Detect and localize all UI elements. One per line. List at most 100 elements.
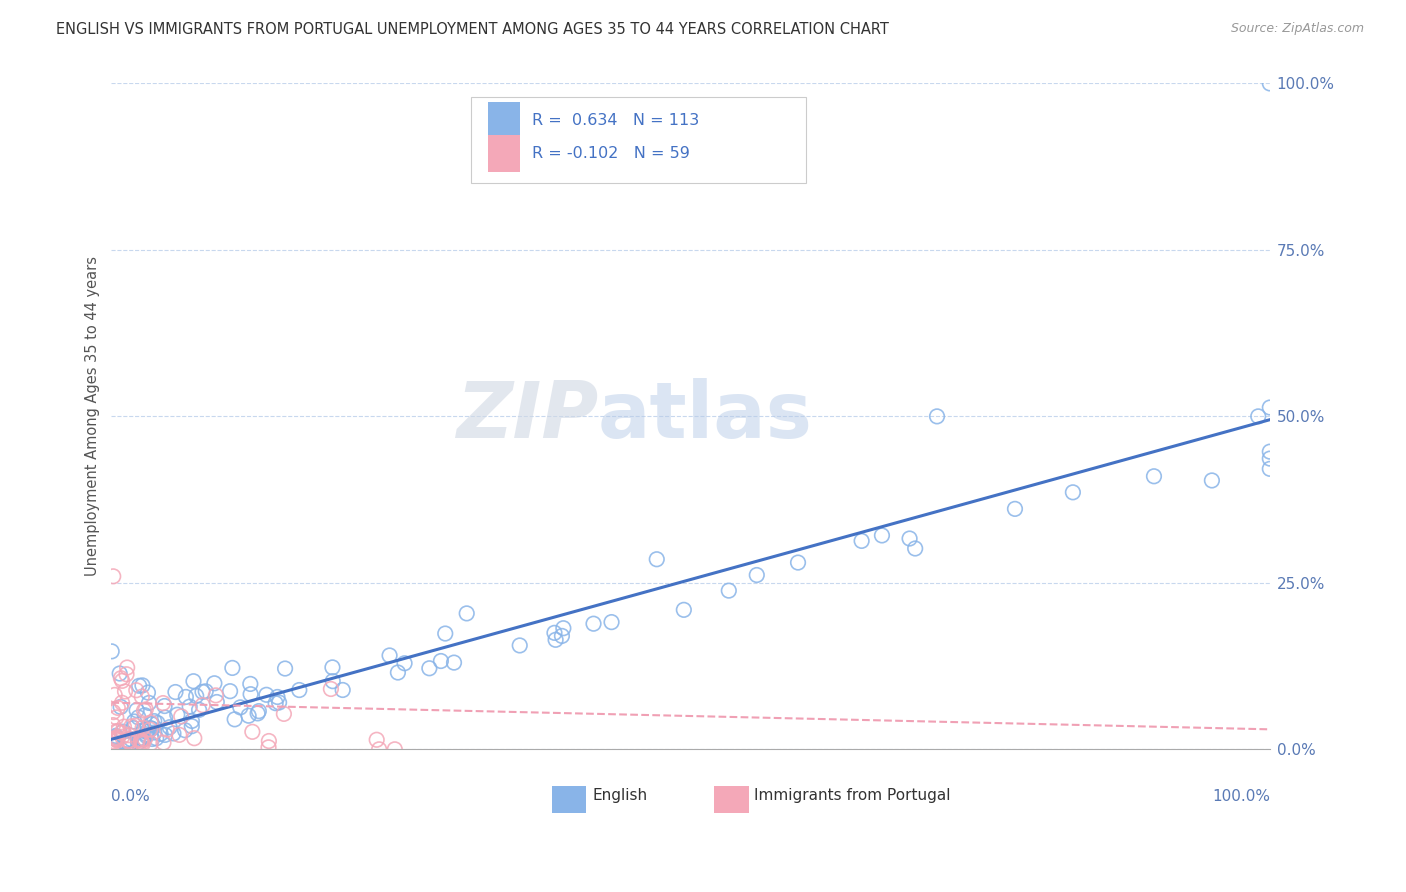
Point [787, 556, 810, 570]
Text: atlas: atlas [598, 378, 813, 454]
Point [104, 731, 127, 746]
Point [257, 740, 280, 755]
Text: 0.0%: 0.0% [111, 789, 150, 805]
Point [1258, 77, 1281, 91]
Point [103, 734, 125, 748]
Point [264, 696, 287, 710]
Point [246, 706, 269, 721]
Point [125, 719, 148, 733]
Point [221, 661, 243, 675]
Point [135, 727, 157, 741]
Point [257, 734, 280, 748]
Point [111, 724, 134, 739]
Point [132, 737, 155, 751]
Point [114, 684, 136, 698]
Point [111, 673, 134, 688]
Point [551, 629, 574, 643]
Point [870, 528, 893, 542]
Point [107, 701, 129, 715]
Point [139, 715, 162, 730]
Text: R =  0.634   N = 113: R = 0.634 N = 113 [531, 112, 699, 128]
Point [120, 732, 142, 747]
Point [387, 665, 409, 680]
Bar [488, 102, 520, 138]
Point [111, 726, 134, 740]
Point [180, 719, 202, 733]
Point [114, 736, 136, 750]
Point [672, 603, 695, 617]
Point [139, 721, 162, 735]
Text: Immigrants from Portugal: Immigrants from Portugal [755, 789, 950, 804]
Point [118, 735, 141, 749]
Point [224, 712, 246, 726]
Point [131, 731, 153, 746]
Point [174, 690, 197, 704]
Point [135, 702, 157, 716]
Point [143, 725, 166, 739]
Point [319, 681, 342, 696]
Point [645, 552, 668, 566]
Point [1201, 474, 1223, 488]
Point [186, 689, 208, 703]
Point [384, 742, 406, 756]
Point [179, 699, 201, 714]
Point [1004, 501, 1026, 516]
Point [138, 696, 160, 710]
Point [115, 660, 138, 674]
Point [107, 724, 129, 739]
Point [118, 734, 141, 748]
Point [274, 661, 297, 675]
Point [105, 732, 128, 747]
Point [111, 730, 134, 744]
Point [247, 704, 270, 718]
Point [322, 674, 344, 689]
Point [101, 738, 124, 752]
Point [105, 731, 128, 745]
Point [141, 731, 163, 746]
Point [238, 708, 260, 723]
Point [366, 732, 388, 747]
Point [219, 684, 242, 698]
Point [134, 708, 156, 723]
Point [146, 716, 169, 731]
Bar [714, 786, 748, 813]
Point [112, 720, 135, 734]
Point [256, 688, 278, 702]
Y-axis label: Unemployment Among Ages 35 to 44 years: Unemployment Among Ages 35 to 44 years [86, 256, 100, 576]
Point [553, 621, 575, 635]
Point [101, 718, 124, 732]
Point [127, 732, 149, 747]
Point [105, 724, 128, 739]
Point [1258, 444, 1281, 458]
Point [153, 710, 176, 724]
Point [288, 683, 311, 698]
Point [104, 739, 127, 753]
Point [131, 721, 153, 735]
Point [332, 683, 354, 698]
Point [430, 654, 453, 668]
Point [191, 698, 214, 713]
Point [205, 695, 228, 709]
Point [378, 648, 401, 663]
Point [509, 639, 531, 653]
Point [456, 607, 478, 621]
Point [127, 710, 149, 724]
Point [105, 733, 128, 747]
Point [162, 726, 184, 740]
Point [110, 699, 132, 714]
Point [904, 541, 927, 556]
Point [543, 625, 565, 640]
Point [141, 722, 163, 736]
Point [127, 732, 149, 747]
Point [104, 729, 127, 743]
Point [122, 721, 145, 735]
Point [582, 616, 605, 631]
Point [194, 684, 217, 698]
Point [266, 690, 288, 704]
Text: ENGLISH VS IMMIGRANTS FROM PORTUGAL UNEMPLOYMENT AMONG AGES 35 TO 44 YEARS CORRE: ENGLISH VS IMMIGRANTS FROM PORTUGAL UNEM… [56, 22, 889, 37]
Point [153, 699, 176, 714]
Point [139, 723, 162, 737]
Point [159, 720, 181, 734]
Point [132, 731, 155, 746]
Point [544, 632, 567, 647]
